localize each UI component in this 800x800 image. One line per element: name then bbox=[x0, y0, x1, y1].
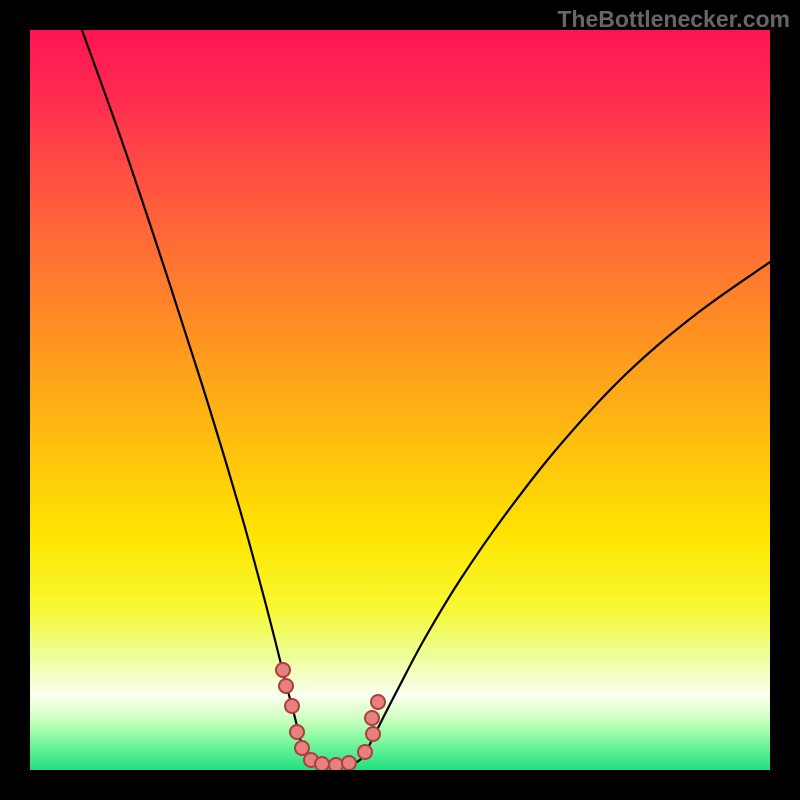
marker-point bbox=[315, 757, 329, 770]
marker-point bbox=[366, 727, 380, 741]
marker-point bbox=[276, 663, 290, 677]
watermark-text: TheBottlenecker.com bbox=[557, 6, 790, 33]
marker-point bbox=[290, 725, 304, 739]
marker-point bbox=[329, 758, 343, 770]
marker-point bbox=[371, 695, 385, 709]
marker-point bbox=[342, 756, 356, 770]
marker-points bbox=[276, 663, 385, 770]
curve-left-branch bbox=[82, 30, 320, 766]
marker-point bbox=[279, 679, 293, 693]
curve-right-branch bbox=[350, 262, 770, 766]
marker-point bbox=[285, 699, 299, 713]
marker-point bbox=[295, 741, 309, 755]
marker-point bbox=[365, 711, 379, 725]
marker-point bbox=[358, 745, 372, 759]
plot-area bbox=[30, 30, 770, 770]
curve-layer bbox=[30, 30, 770, 770]
